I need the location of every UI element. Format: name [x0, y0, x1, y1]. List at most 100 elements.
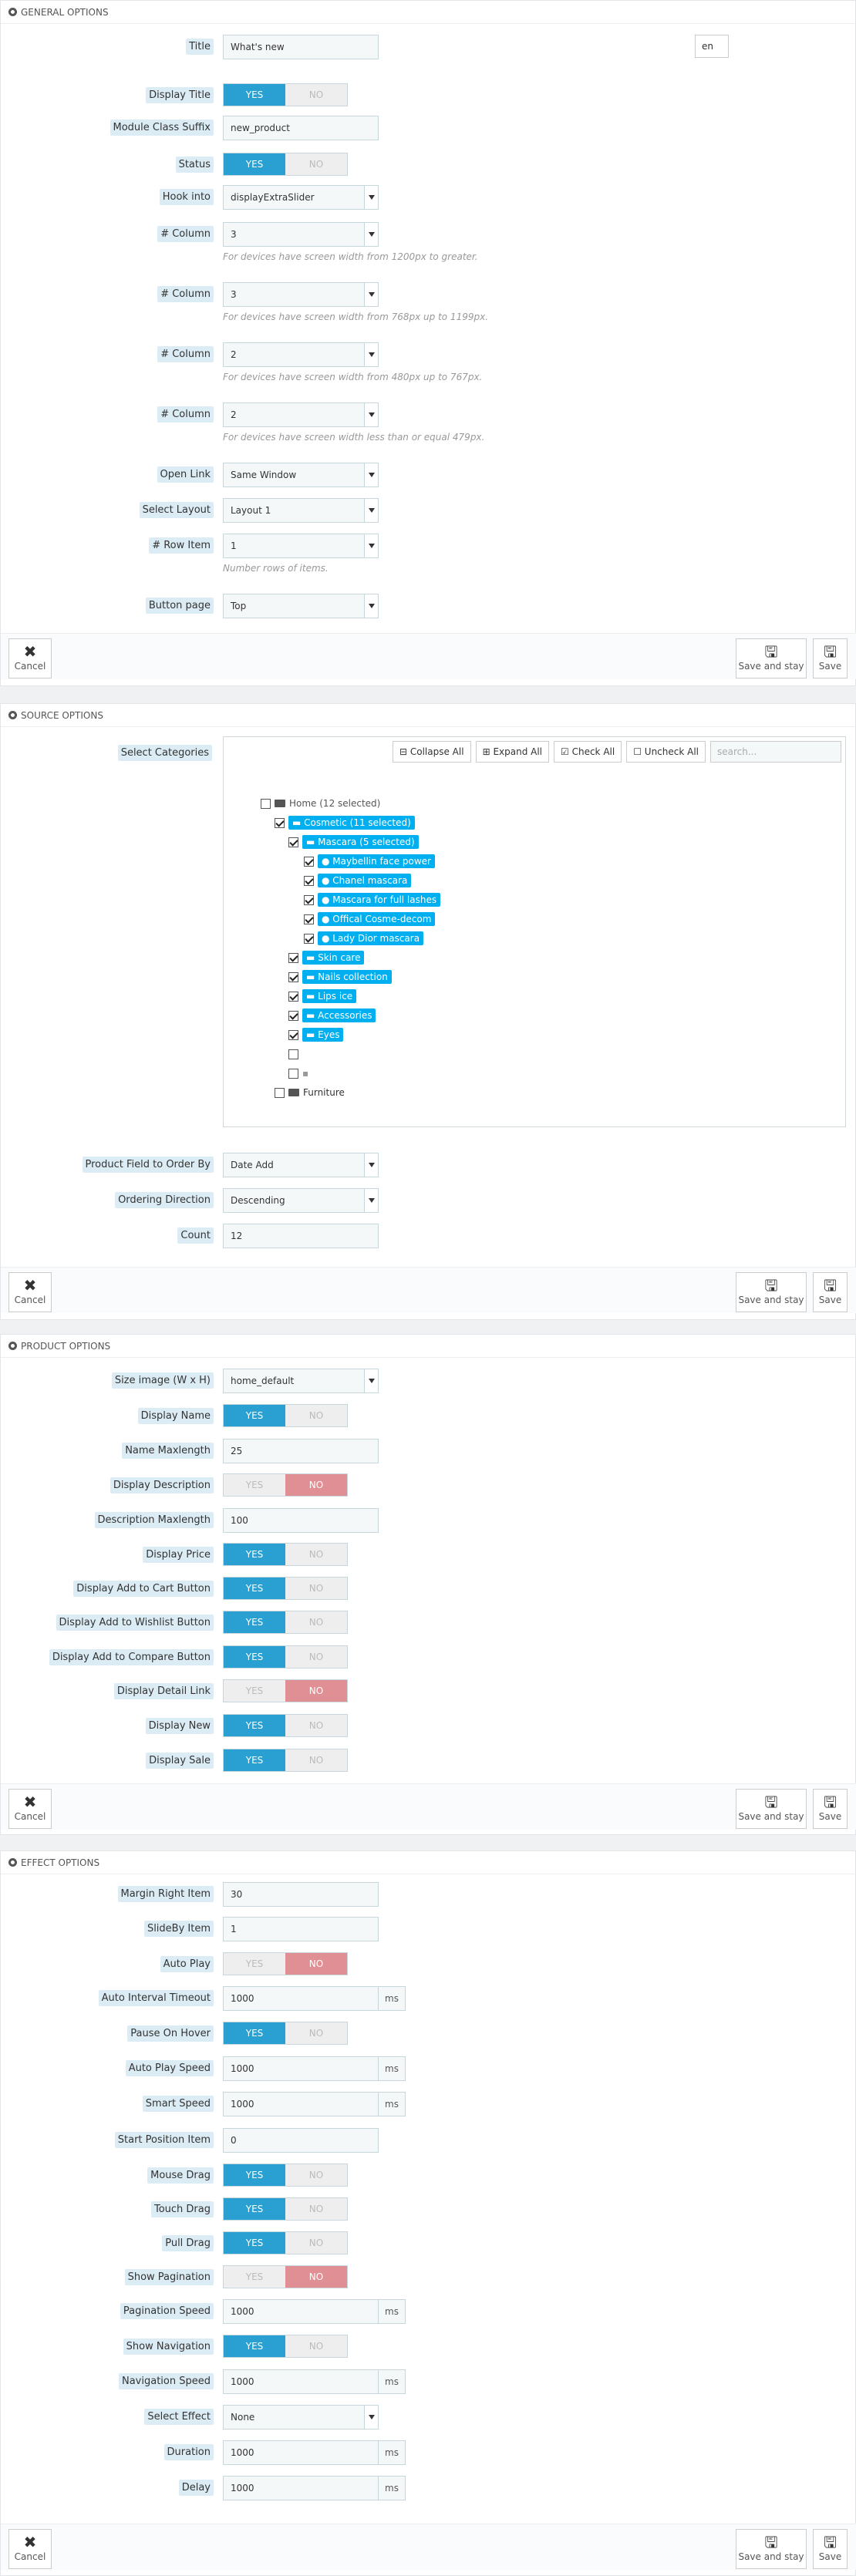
checkbox[interactable]	[304, 933, 314, 944]
tree-node-m1[interactable]: ● Maybellin face power	[304, 854, 435, 869]
display-sale-toggle[interactable]: YES NO	[223, 1749, 348, 1772]
display-price-toggle[interactable]: YES NO	[223, 1543, 348, 1566]
yes-option[interactable]: YES	[224, 1544, 285, 1565]
tree-search-input[interactable]: search...	[710, 741, 841, 763]
save-and-stay-button[interactable]: 🖫 Save and stay	[736, 2529, 807, 2569]
checkbox[interactable]	[288, 1068, 298, 1079]
display-new-toggle[interactable]: YES NO	[223, 1714, 348, 1737]
touch-drag-toggle[interactable]: YES NO	[223, 2197, 348, 2221]
save-and-stay-button[interactable]: 🖫 Save and stay	[736, 638, 807, 679]
no-option[interactable]: NO	[285, 1544, 347, 1565]
yes-option[interactable]: YES	[224, 1611, 285, 1633]
tree-node-eyes[interactable]: ▬ Eyes	[288, 1027, 344, 1042]
save-button[interactable]: 🖫 Save	[813, 1272, 848, 1312]
no-option[interactable]: NO	[285, 1474, 347, 1496]
delay-input[interactable]: 1000	[223, 2476, 379, 2500]
no-option[interactable]: NO	[285, 2335, 347, 2357]
yes-option[interactable]: YES	[224, 2022, 285, 2044]
interval-input[interactable]: 1000	[223, 1986, 379, 2011]
save-button[interactable]: 🖫 Save	[813, 1789, 848, 1829]
column-select-4[interactable]: 2	[223, 402, 379, 427]
cancel-button[interactable]: ✖ Cancel	[8, 1272, 52, 1312]
checkbox[interactable]	[288, 971, 298, 982]
tree-node-nails[interactable]: ▬ Nails collection	[288, 969, 392, 985]
display-name-toggle[interactable]: YES NO	[223, 1404, 348, 1427]
tree-node-m2[interactable]: ● Chanel mascara	[304, 873, 412, 888]
no-option[interactable]: NO	[285, 1680, 347, 1702]
show-pagination-toggle[interactable]: YES NO	[223, 2265, 348, 2288]
checkbox[interactable]	[304, 914, 314, 924]
tree-node-accessories[interactable]: ▬ Accessories	[288, 1008, 376, 1023]
no-option[interactable]: NO	[285, 1578, 347, 1599]
size-image-select[interactable]: home_default	[223, 1369, 379, 1393]
save-and-stay-button[interactable]: 🖫 Save and stay	[736, 1789, 807, 1829]
duration-input[interactable]: 1000	[223, 2440, 379, 2465]
save-button[interactable]: 🖫 Save	[813, 638, 848, 679]
mouse-drag-toggle[interactable]: YES NO	[223, 2164, 348, 2187]
hook-select[interactable]: displayExtraSlider	[223, 185, 379, 210]
yes-option[interactable]: YES	[224, 2232, 285, 2254]
checkbox[interactable]	[288, 837, 298, 847]
yes-option[interactable]: YES	[224, 153, 285, 175]
cancel-button[interactable]: ✖ Cancel	[8, 638, 52, 679]
yes-option[interactable]: YES	[224, 2198, 285, 2220]
save-button[interactable]: 🖫 Save	[813, 2529, 848, 2569]
tree-node-empty-2[interactable]: ▪	[288, 1066, 308, 1081]
no-option[interactable]: NO	[285, 153, 347, 175]
tree-node-lips[interactable]: ▬ Lips ice	[288, 988, 357, 1004]
navigation-speed-input[interactable]: 1000	[223, 2369, 379, 2394]
checkbox[interactable]	[275, 1087, 285, 1098]
checkbox[interactable]	[288, 952, 298, 963]
collapse-all-button[interactable]: ⊟ Collapse All	[393, 741, 471, 763]
tree-node-empty-1[interactable]	[288, 1046, 298, 1062]
yes-option[interactable]: YES	[224, 2266, 285, 2288]
tree-node-m4[interactable]: ● Offical Cosme-decom	[304, 911, 436, 927]
no-option[interactable]: NO	[285, 2198, 347, 2220]
autoplay-speed-input[interactable]: 1000	[223, 2056, 379, 2081]
yes-option[interactable]: YES	[224, 2335, 285, 2357]
checkbox[interactable]	[304, 894, 314, 905]
language-select[interactable]: en	[695, 35, 729, 58]
display-detail-toggle[interactable]: YES NO	[223, 1679, 348, 1702]
yes-option[interactable]: YES	[224, 84, 285, 106]
expand-all-button[interactable]: ⊞ Expand All	[475, 741, 550, 763]
no-option[interactable]: NO	[285, 84, 347, 106]
yes-option[interactable]: YES	[224, 1405, 285, 1426]
pull-drag-toggle[interactable]: YES NO	[223, 2231, 348, 2254]
checkbox[interactable]	[261, 798, 271, 809]
no-option[interactable]: NO	[285, 1646, 347, 1668]
show-navigation-toggle[interactable]: YES NO	[223, 2335, 348, 2358]
no-option[interactable]: NO	[285, 1715, 347, 1736]
checkbox[interactable]	[288, 991, 298, 1002]
checkbox[interactable]	[275, 817, 285, 828]
order-direction-select[interactable]: Descending	[223, 1188, 379, 1213]
order-by-select[interactable]: Date Add	[223, 1153, 379, 1177]
display-description-toggle[interactable]: YES NO	[223, 1473, 348, 1497]
display-compare-toggle[interactable]: YES NO	[223, 1645, 348, 1669]
no-option[interactable]: NO	[285, 1749, 347, 1771]
pause-hover-toggle[interactable]: YES NO	[223, 2022, 348, 2045]
no-option[interactable]: NO	[285, 1611, 347, 1633]
column-select-2[interactable]: 3	[223, 282, 379, 307]
status-toggle[interactable]: YES NO	[223, 153, 348, 176]
open-link-select[interactable]: Same Window	[223, 463, 379, 487]
select-effect-select[interactable]: None	[223, 2405, 379, 2430]
tree-node-mascara[interactable]: ▬ Mascara (5 selected)	[288, 834, 419, 850]
yes-option[interactable]: YES	[224, 1715, 285, 1736]
yes-option[interactable]: YES	[224, 1749, 285, 1771]
title-input[interactable]: What's new	[223, 35, 379, 59]
tree-node-m3[interactable]: ● Mascara for full lashes	[304, 892, 441, 907]
column-select-3[interactable]: 2	[223, 342, 379, 367]
no-option[interactable]: NO	[285, 2022, 347, 2044]
column-select-1[interactable]: 3	[223, 222, 379, 247]
yes-option[interactable]: YES	[224, 2164, 285, 2186]
start-position-input[interactable]: 0	[223, 2128, 379, 2153]
checkbox[interactable]	[304, 856, 314, 867]
smart-speed-input[interactable]: 1000	[223, 2092, 379, 2116]
margin-input[interactable]: 30	[223, 1882, 379, 1907]
description-maxlength-input[interactable]: 100	[223, 1508, 379, 1533]
button-page-select[interactable]: Top	[223, 594, 379, 618]
display-title-toggle[interactable]: YES NO	[223, 83, 348, 106]
tree-node-skin[interactable]: ▬ Skin care	[288, 950, 365, 965]
checkbox[interactable]	[304, 875, 314, 886]
